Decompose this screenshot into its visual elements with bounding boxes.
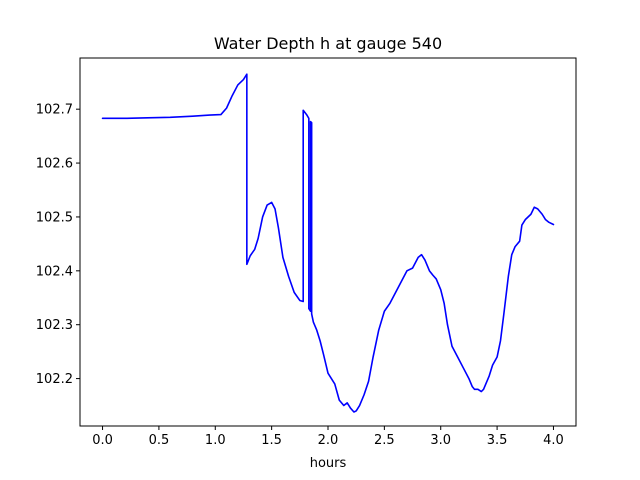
y-tick-label: 102.5 — [36, 210, 73, 225]
x-axis: 0.0 0.5 1.0 1.5 2.0 2.5 3.0 3.5 4.0 — [92, 426, 564, 448]
x-axis-label: hours — [310, 456, 347, 471]
x-tick-label: 4.0 — [543, 433, 564, 448]
chart-title: Water Depth h at gauge 540 — [214, 34, 442, 53]
y-axis: 102.2 102.3 102.4 102.5 102.6 102.7 — [36, 103, 80, 387]
y-tick-label: 102.7 — [36, 103, 73, 118]
x-tick-label: 3.0 — [430, 433, 451, 448]
x-tick-label: 1.0 — [205, 433, 226, 448]
series-line-0 — [101, 73, 555, 413]
x-tick-label: 2.5 — [374, 433, 395, 448]
x-tick-label: 2.0 — [318, 433, 339, 448]
y-tick-label: 102.4 — [36, 264, 73, 279]
x-tick-label: 0.0 — [92, 433, 113, 448]
y-tick-label: 102.2 — [36, 372, 73, 387]
x-tick-label: 3.5 — [487, 433, 508, 448]
y-tick-label: 102.6 — [36, 157, 73, 172]
y-tick-label: 102.3 — [36, 318, 73, 333]
x-tick-label: 1.5 — [261, 433, 282, 448]
x-tick-label: 0.5 — [149, 433, 170, 448]
